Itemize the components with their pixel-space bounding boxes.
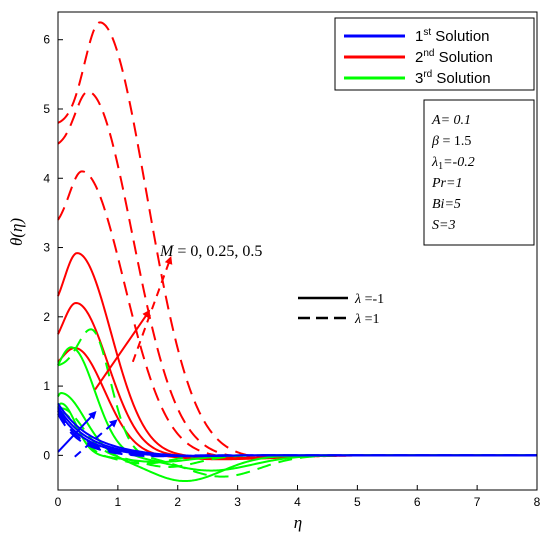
x-tick-label: 1 <box>115 495 122 509</box>
series-line-1st-lambda1-m0.5 <box>57 413 537 458</box>
arrow-blue-dashed <box>74 419 118 458</box>
style-legend-label: λ =-1 <box>354 292 384 307</box>
parameters-box: A= 0.1 β = 1.5 λ1=-0.2 Pr=1 Bi=5 S=3 <box>423 99 535 246</box>
parameter-label: λ1=-0.2 <box>431 155 475 172</box>
y-axis-label: θ(η) <box>7 218 26 246</box>
x-tick-label: 2 <box>174 495 181 509</box>
parameter-label: A= 0.1 <box>431 113 471 128</box>
x-tick-label: 3 <box>234 495 241 509</box>
y-tick-label: 1 <box>43 379 50 393</box>
y-tick-label: 6 <box>43 33 50 47</box>
x-tick-label: 0 <box>55 495 62 509</box>
y-tick-label: 3 <box>43 241 50 255</box>
parameter-label: Pr=1 <box>431 176 462 191</box>
legend-label: 2nd Solution <box>415 48 493 66</box>
x-tick-label: 6 <box>414 495 421 509</box>
y-tick-label: 0 <box>43 448 50 462</box>
arrows-layer <box>57 256 173 458</box>
arrow-blue-solid <box>57 410 97 453</box>
x-tick-label: 7 <box>474 495 481 509</box>
parameter-label: β = 1.5 <box>431 134 471 149</box>
style-legend-label: λ =1 <box>354 312 379 327</box>
curves-layer <box>57 21 537 483</box>
parameter-label: Bi=5 <box>432 197 461 212</box>
arrow-red-dashed <box>131 256 173 363</box>
y-tick-label: 5 <box>43 102 50 116</box>
parameters-frame <box>423 99 535 246</box>
x-tick-label: 4 <box>294 495 301 509</box>
legend: 1st Solution 2nd Solution 3rd Solution <box>334 17 535 91</box>
annotation-m-values: M = 0, 0.25, 0.5 <box>159 243 262 260</box>
x-tick-label: 8 <box>534 495 541 509</box>
legend-label: 3rd Solution <box>415 69 491 87</box>
legend-label: 1st Solution <box>415 27 490 45</box>
arrow-red-solid <box>94 309 151 391</box>
axes-layer: 0 1 2 3 4 5 6 7 8 0 1 2 3 4 5 6 <box>43 11 541 509</box>
x-axis-label: η <box>294 513 302 532</box>
x-tick-label: 5 <box>354 495 361 509</box>
y-tick-label: 4 <box>43 171 50 185</box>
parameter-label: S=3 <box>432 218 455 233</box>
style-legend: λ =-1 λ =1 <box>298 292 384 327</box>
y-tick-label: 2 <box>43 310 50 324</box>
